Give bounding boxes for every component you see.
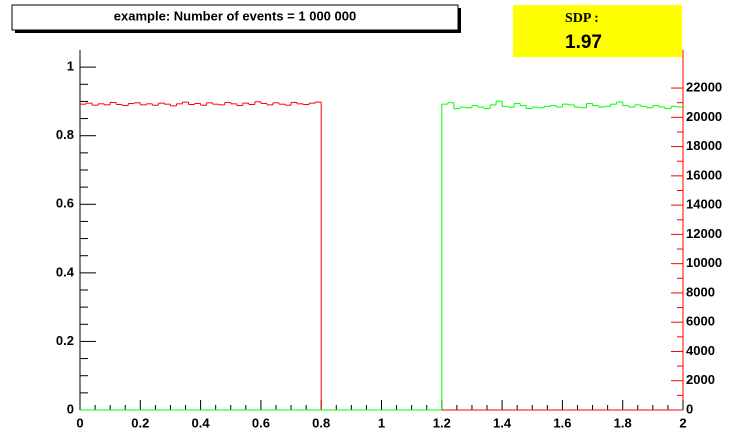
y2-tick-label: 4000 [686,343,715,358]
x-tick-label: 1.6 [553,415,571,430]
x-tick-label: 0.8 [312,415,330,430]
x-tick-label: 2 [679,415,686,430]
y2-tick-label: 2000 [686,372,715,387]
y2-tick-label: 18000 [686,138,722,153]
x-tick-label: 0.2 [131,415,149,430]
y2-tick-label: 12000 [686,226,722,241]
stats-box [513,5,682,57]
y-tick-label: 0.8 [56,127,74,142]
x-tick-label: 1.8 [614,415,632,430]
x-tick-label: 1.2 [433,415,451,430]
y-tick-label: 0 [67,401,74,416]
chart-title: example: Number of events = 1 000 000 [114,8,356,23]
y2-tick-label: 14000 [686,197,722,212]
y2-tick-label: 20000 [686,109,722,124]
x-tick-label: 0.6 [252,415,270,430]
y2-tick-label: 8000 [686,284,715,299]
y2-tick-label: 0 [686,401,693,416]
y-tick-label: 0.6 [56,196,74,211]
y2-tick-label: 10000 [686,255,722,270]
y2-tick-label: 16000 [686,167,722,182]
stats-value: 1.97 [565,32,602,53]
x-tick-label: 0 [76,415,83,430]
y-tick-label: 1 [67,59,74,74]
x-tick-label: 1 [378,415,385,430]
y2-tick-label: 22000 [686,79,722,94]
x-tick-label: 1.4 [493,415,512,430]
y2-tick-label: 6000 [686,314,715,329]
y-tick-label: 0.4 [56,264,75,279]
title-box [11,4,459,31]
x-tick-label: 0.4 [192,415,211,430]
stats-label: SDP : [565,11,599,26]
y-tick-label: 0.2 [56,333,74,348]
